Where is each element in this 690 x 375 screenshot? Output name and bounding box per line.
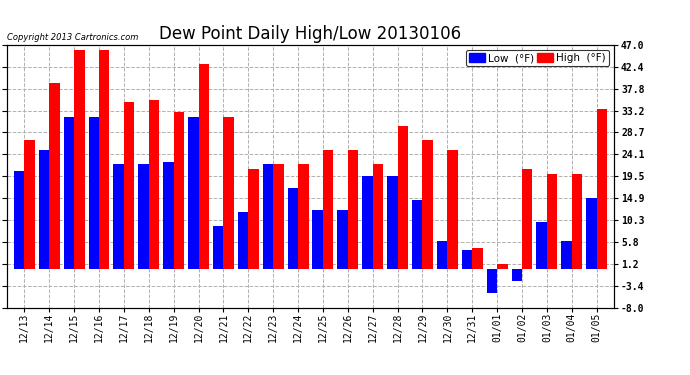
Bar	[213, 226, 224, 269]
Bar	[124, 102, 135, 269]
Bar	[337, 210, 348, 269]
Bar	[138, 164, 149, 269]
Bar	[224, 117, 234, 269]
Bar	[597, 110, 607, 269]
Bar	[74, 50, 85, 269]
Bar	[298, 164, 308, 269]
Title: Dew Point Daily High/Low 20130106: Dew Point Daily High/Low 20130106	[159, 26, 462, 44]
Bar	[288, 188, 298, 269]
Bar	[188, 117, 199, 269]
Bar	[586, 198, 597, 269]
Bar	[63, 117, 74, 269]
Bar	[273, 164, 284, 269]
Bar	[199, 64, 209, 269]
Bar	[174, 112, 184, 269]
Bar	[397, 126, 408, 269]
Bar	[437, 241, 447, 269]
Bar	[348, 150, 358, 269]
Bar	[422, 141, 433, 269]
Bar	[536, 222, 547, 269]
Bar	[24, 141, 34, 269]
Bar	[99, 50, 110, 269]
Bar	[522, 169, 533, 269]
Bar	[572, 174, 582, 269]
Text: Copyright 2013 Cartronics.com: Copyright 2013 Cartronics.com	[7, 33, 138, 42]
Bar	[323, 150, 333, 269]
Bar	[447, 150, 458, 269]
Bar	[248, 169, 259, 269]
Legend: Low  (°F), High  (°F): Low (°F), High (°F)	[466, 50, 609, 66]
Bar	[547, 174, 558, 269]
Bar	[149, 100, 159, 269]
Bar	[462, 250, 472, 269]
Bar	[362, 176, 373, 269]
Bar	[238, 212, 248, 269]
Bar	[472, 248, 483, 269]
Bar	[49, 83, 59, 269]
Bar	[373, 164, 383, 269]
Bar	[88, 117, 99, 269]
Bar	[313, 210, 323, 269]
Bar	[497, 264, 508, 269]
Bar	[511, 269, 522, 281]
Bar	[14, 171, 24, 269]
Bar	[263, 164, 273, 269]
Bar	[113, 164, 124, 269]
Bar	[163, 162, 174, 269]
Bar	[412, 200, 422, 269]
Bar	[39, 150, 49, 269]
Bar	[486, 269, 497, 293]
Bar	[562, 241, 572, 269]
Bar	[387, 176, 397, 269]
